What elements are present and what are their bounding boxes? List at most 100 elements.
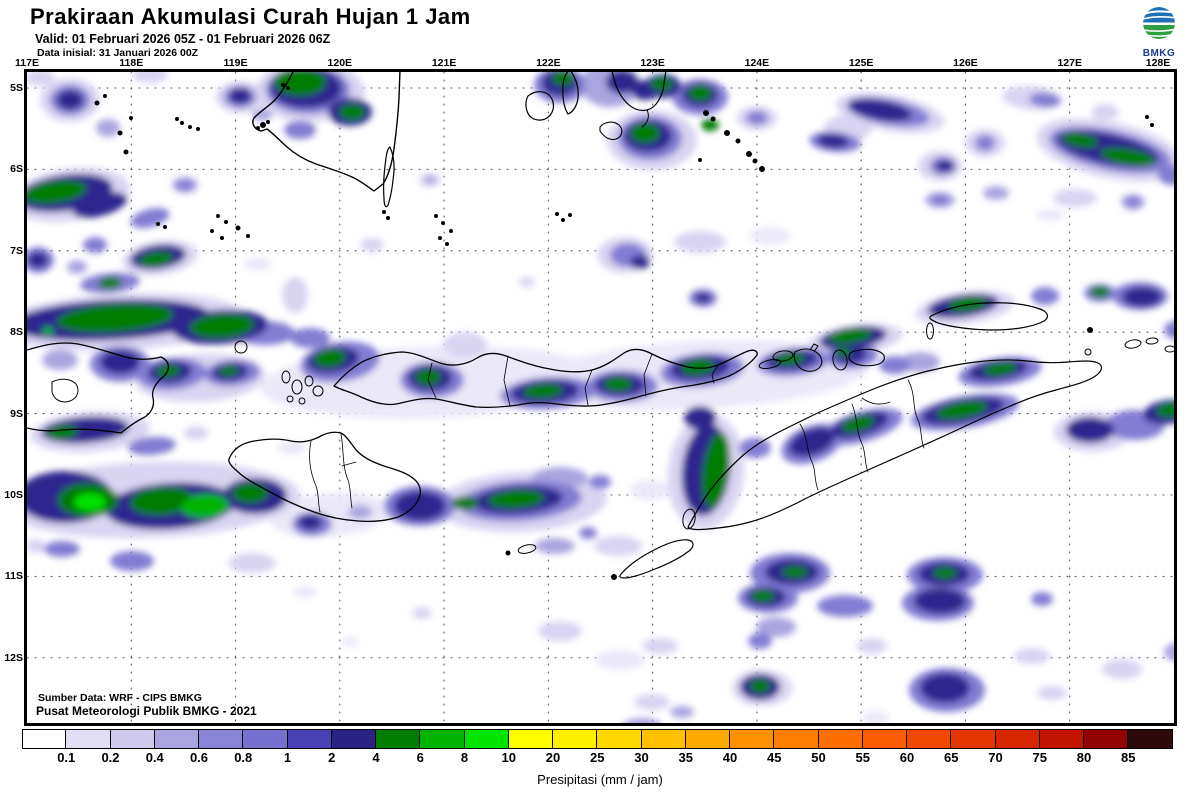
precip-blob-n — [1066, 417, 1114, 443]
islet-dot — [759, 166, 765, 172]
precip-blob-l2 — [519, 277, 535, 287]
colorbar-cell — [508, 729, 553, 749]
precip-blob-n — [1122, 287, 1162, 307]
precip-blob-g1 — [46, 424, 78, 440]
coastline — [584, 369, 593, 406]
colorbar-tick-label: 30 — [634, 750, 649, 765]
precip-blob-n — [57, 90, 83, 110]
precip-blob-l2 — [674, 231, 726, 253]
colorbar-cell — [199, 729, 244, 749]
islet-dot — [156, 222, 160, 226]
precip-blob-g1 — [983, 362, 1017, 376]
colorbar-cell — [774, 729, 819, 749]
precip-blob-l3 — [983, 186, 1009, 200]
precip-blob-g1 — [415, 369, 441, 385]
colorbar-tick-label: 0.4 — [145, 750, 164, 765]
precip-blob-g1 — [782, 566, 808, 578]
precip-blob-g1 — [98, 276, 122, 290]
islet-dot — [724, 130, 730, 136]
colorbar-tick-label: 0.1 — [57, 750, 76, 765]
islet-dot — [746, 151, 752, 157]
lon-label: 124E — [744, 57, 770, 69]
precip-blob-l3 — [535, 538, 575, 554]
precip-blob-l3 — [424, 176, 436, 184]
islet-dot — [188, 125, 192, 129]
islet-dot — [196, 127, 200, 131]
islet-dot — [434, 214, 438, 218]
precip-blob-m — [290, 328, 330, 348]
precip-blob-g1 — [1062, 132, 1098, 148]
islet-outline — [1164, 345, 1174, 353]
lon-label: 120E — [327, 57, 353, 69]
precip-blob-l2 — [282, 277, 308, 313]
precip-blob-l1 — [861, 711, 889, 723]
coastline — [562, 72, 579, 115]
precip-blob-m — [83, 237, 107, 253]
precip-blob-g1 — [219, 365, 239, 377]
precip-blob-g1 — [488, 489, 544, 509]
precip-blob-g1 — [751, 590, 775, 602]
initial-data-text: Data inisial: 31 Januari 2026 00Z — [37, 47, 199, 59]
lat-label: 10S — [4, 489, 23, 501]
precip-blob-l1 — [342, 637, 358, 647]
colorbar-tick-label: 55 — [855, 750, 870, 765]
islet-outline — [298, 397, 306, 405]
precip-blob-m — [1031, 287, 1059, 305]
colorbar-cell — [22, 729, 67, 749]
precip-blob-l1 — [278, 441, 306, 455]
lon-label: 121E — [431, 57, 457, 69]
lat-label: 5S — [10, 82, 23, 94]
precip-blob-g1 — [130, 486, 194, 516]
precip-blob-g1 — [828, 328, 872, 344]
colorbar-cell — [730, 729, 775, 749]
coastline — [848, 348, 885, 367]
coastline — [333, 348, 758, 409]
islet-dot — [216, 214, 220, 218]
precip-blob-g1 — [651, 77, 673, 91]
islet-outline — [1124, 339, 1142, 349]
islet-outline — [304, 375, 314, 387]
precip-blob-m — [579, 527, 597, 539]
precip-blob-l2 — [228, 553, 276, 573]
colorbar-tick-label: 4 — [372, 750, 380, 765]
coastline — [309, 440, 321, 513]
precip-blob-g1 — [190, 313, 254, 339]
precip-blob-n — [72, 192, 128, 218]
islet-dot — [386, 216, 390, 220]
precip-blob-g2 — [181, 493, 229, 519]
colorbar-cell — [420, 729, 465, 749]
precip-blob-l3 — [67, 260, 87, 274]
islet-outline — [758, 358, 782, 370]
precip-blob-g1 — [1090, 286, 1110, 298]
lon-label: 119E — [223, 57, 248, 69]
islet-dot — [175, 117, 179, 121]
islet-dot — [286, 86, 290, 90]
precip-blob-m — [1126, 197, 1140, 207]
precip-blob-g1 — [701, 119, 719, 131]
precip-blob-l2 — [443, 332, 487, 358]
colorbar-cell — [818, 729, 863, 749]
colorbar-tick-label: 0.2 — [101, 750, 120, 765]
colorbar-cell — [1128, 729, 1173, 749]
precip-blob-l1 — [595, 650, 645, 670]
colorbar-cell — [597, 729, 642, 749]
coastline — [851, 403, 869, 473]
precip-blob-l2 — [1102, 659, 1142, 679]
precip-blob-l3 — [756, 617, 796, 637]
coastline — [599, 121, 623, 141]
precip-blob-l3 — [348, 505, 372, 519]
colorbar-cell — [243, 729, 288, 749]
coastline — [340, 433, 353, 509]
bmkg-logo-icon — [1143, 7, 1175, 39]
precip-blob-n — [789, 427, 835, 457]
islet-outline — [517, 544, 537, 554]
lon-label: 125E — [848, 57, 874, 69]
bmkg-logo: BMKG — [1136, 2, 1182, 59]
precip-blob-m — [746, 111, 768, 125]
precip-blob-l2 — [412, 607, 432, 619]
colorbar-label: Presipitasi (mm / jam) — [537, 772, 663, 787]
publisher-text: Pusat Meteorologi Publik BMKG - 2021 — [36, 704, 257, 718]
colorbar-tick-label: 85 — [1121, 750, 1136, 765]
islet-outline — [926, 322, 934, 340]
coastline — [929, 302, 1049, 331]
